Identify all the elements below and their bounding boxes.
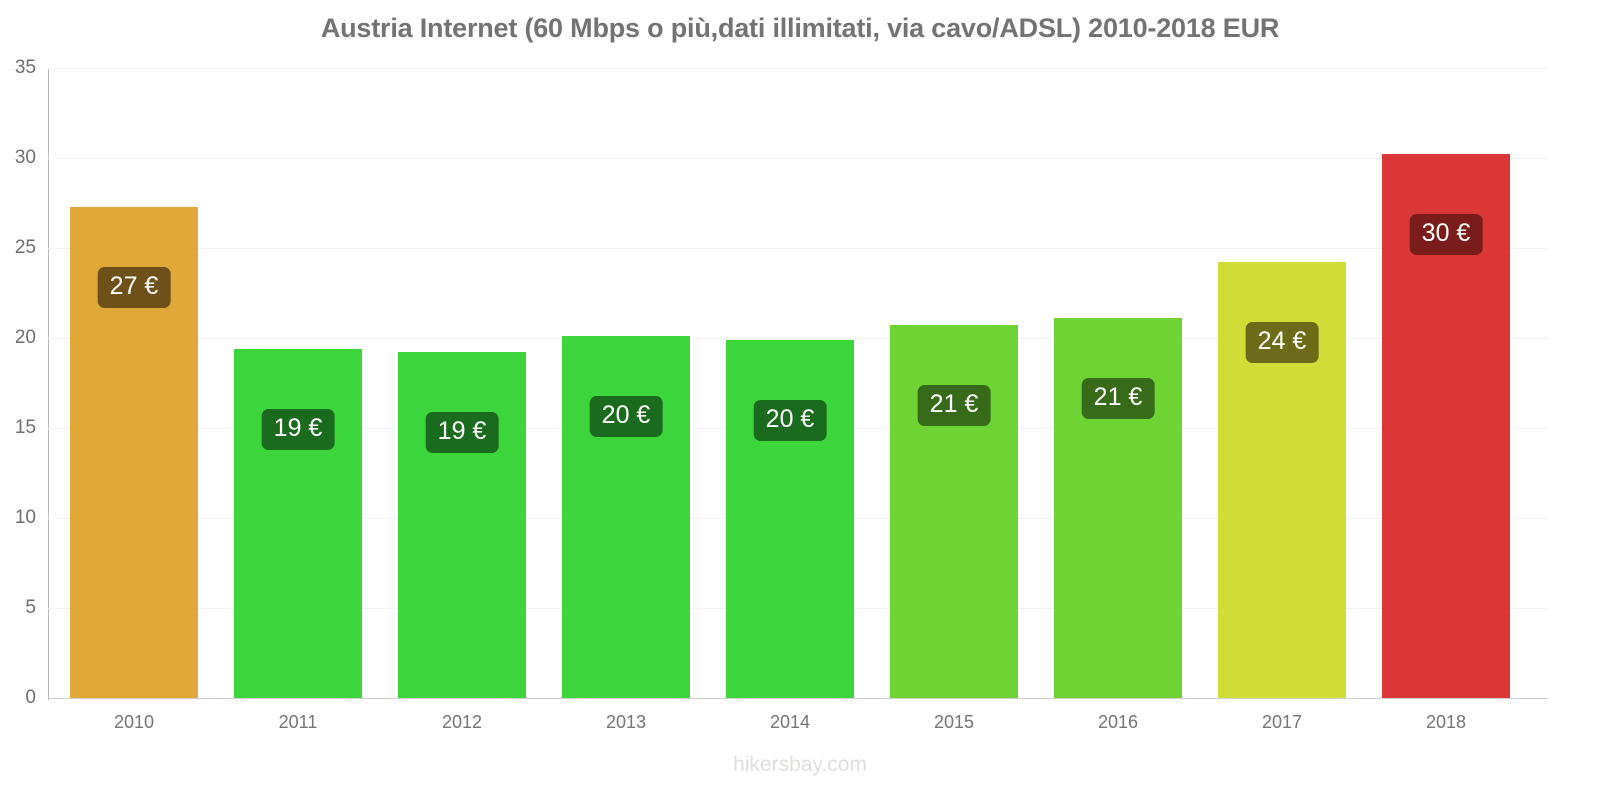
bar[interactable]: 30 € [1382,154,1510,698]
chart-title: Austria Internet (60 Mbps o più,dati ill… [320,13,1280,43]
x-tick-label: 2014 [769,712,811,732]
x-tick-label: 2010 [113,712,155,732]
y-tick-label: 15 [14,417,36,438]
bar-value-label: 21 € [1081,378,1155,420]
x-tick-label: 2018 [1425,712,1467,732]
y-tick-label: 30 [14,147,36,168]
plot-area: 27 € 19 € 19 € 20 € 20 € 21 € 21 € 24 € 30 € [48,68,1548,698]
bar-value-label: 19 € [261,408,335,450]
x-tick-label: 2015 [933,712,975,732]
y-tick-label: 0 [25,687,36,708]
bar[interactable]: 24 € [1218,262,1346,698]
bar[interactable]: 20 € [562,336,690,698]
gridline [48,248,1548,249]
bar-value-label: 20 € [589,396,663,438]
bar[interactable]: 19 € [398,352,526,698]
y-axis-line [48,68,49,700]
bar[interactable]: 27 € [70,206,198,698]
x-tick-label: 2016 [1097,712,1139,732]
x-tick-label: 2011 [278,712,318,732]
bar-value-label: 27 € [97,266,171,308]
y-tick-label: 10 [14,507,36,528]
bar[interactable]: 21 € [1054,318,1182,698]
bar[interactable]: 19 € [234,348,362,698]
footer-credit: hikersbay.com [733,753,867,776]
x-tick-label: 2012 [441,712,483,732]
bar-value-label: 19 € [425,412,499,454]
x-tick-label: 2017 [1261,712,1303,732]
bar[interactable]: 20 € [726,339,854,698]
x-axis-line [48,698,1548,699]
y-tick-label: 25 [14,237,36,258]
bar[interactable]: 21 € [890,325,1018,698]
bar-value-label: 30 € [1409,214,1483,256]
gridline [48,158,1548,159]
bar-value-label: 21 € [917,385,991,427]
gridline [48,338,1548,339]
bar-value-label: 24 € [1245,322,1319,364]
y-tick-label: 35 [14,57,36,78]
bar-value-label: 20 € [753,399,827,441]
gridline [48,68,1548,69]
x-tick-label: 2013 [605,712,647,732]
y-tick-label: 20 [14,327,36,348]
y-tick-label: 5 [25,597,36,618]
